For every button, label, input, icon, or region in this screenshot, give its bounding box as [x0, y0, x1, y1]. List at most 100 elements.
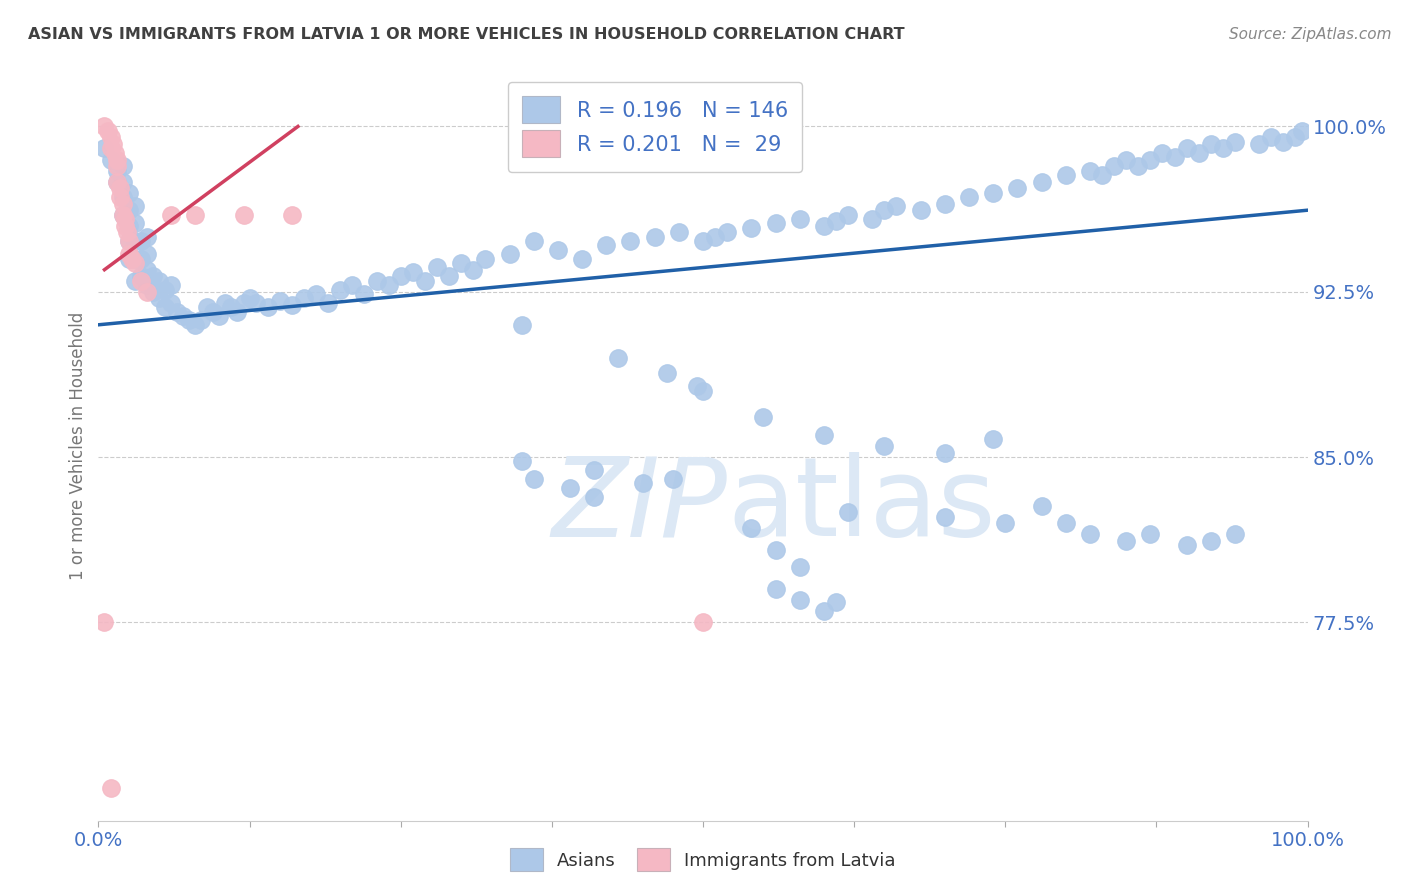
Point [1115, 153, 1137, 167]
Point [837, 208, 859, 222]
Point [789, 593, 811, 607]
Point [111, 208, 134, 222]
Point [547, 243, 569, 257]
Point [402, 265, 425, 279]
Point [142, 269, 165, 284]
Point [1272, 135, 1295, 149]
Point [860, 212, 883, 227]
Point [129, 269, 152, 284]
Legend: R = 0.196   N = 146, R = 0.201   N =  29: R = 0.196 N = 146, R = 0.201 N = 29 [508, 82, 803, 172]
Point [124, 252, 146, 266]
Point [184, 318, 207, 332]
Point [619, 234, 641, 248]
Point [129, 274, 152, 288]
Point [765, 542, 787, 557]
Point [1291, 124, 1313, 138]
Text: ZIP: ZIP [551, 452, 727, 559]
Point [1175, 538, 1198, 552]
Point [873, 439, 896, 453]
Point [232, 208, 254, 222]
Point [148, 274, 170, 288]
Point [837, 505, 859, 519]
Point [124, 199, 146, 213]
Point [111, 175, 134, 189]
Point [118, 234, 141, 248]
Point [910, 203, 932, 218]
Point [108, 190, 131, 204]
Point [160, 295, 183, 310]
Point [1102, 159, 1125, 173]
Point [111, 196, 134, 211]
Point [101, 137, 124, 152]
Point [1139, 527, 1161, 541]
Point [111, 159, 134, 173]
Point [105, 175, 128, 189]
Point [498, 247, 520, 261]
Point [129, 234, 152, 248]
Point [437, 269, 460, 284]
Point [184, 208, 207, 222]
Point [463, 262, 485, 277]
Point [1007, 181, 1029, 195]
Point [221, 300, 243, 314]
Point [1031, 499, 1053, 513]
Point [111, 190, 134, 204]
Point [366, 274, 388, 288]
Point [1128, 159, 1150, 173]
Point [661, 472, 683, 486]
Point [813, 428, 835, 442]
Point [474, 252, 496, 266]
Point [142, 285, 165, 299]
Point [1199, 137, 1222, 152]
Point [118, 234, 141, 248]
Point [172, 309, 194, 323]
Point [813, 604, 835, 618]
Point [114, 219, 136, 233]
Point [1199, 533, 1222, 548]
Point [389, 269, 412, 284]
Point [135, 247, 157, 261]
Point [523, 472, 546, 486]
Point [316, 295, 339, 310]
Point [1175, 141, 1198, 155]
Point [93, 120, 115, 134]
Point [214, 295, 236, 310]
Point [934, 445, 956, 459]
Point [118, 247, 141, 261]
Point [305, 287, 328, 301]
Point [118, 219, 141, 233]
Text: ASIAN VS IMMIGRANTS FROM LATVIA 1 OR MORE VEHICLES IN HOUSEHOLD CORRELATION CHAR: ASIAN VS IMMIGRANTS FROM LATVIA 1 OR MOR… [28, 27, 904, 42]
Point [426, 260, 449, 275]
Point [93, 615, 115, 630]
Point [135, 262, 157, 277]
Point [740, 520, 762, 534]
Point [934, 196, 956, 211]
Text: Source: ZipAtlas.com: Source: ZipAtlas.com [1229, 27, 1392, 42]
Point [118, 252, 141, 266]
Point [644, 229, 666, 244]
Point [413, 274, 436, 288]
Point [692, 615, 714, 630]
Point [583, 463, 606, 477]
Point [245, 295, 267, 310]
Point [789, 560, 811, 574]
Point [124, 234, 146, 248]
Point [1223, 527, 1246, 541]
Point [121, 252, 143, 266]
Point [558, 481, 581, 495]
Y-axis label: 1 or more Vehicles in Household: 1 or more Vehicles in Household [69, 312, 87, 580]
Point [607, 351, 630, 365]
Point [124, 274, 146, 288]
Point [595, 238, 617, 252]
Point [105, 159, 128, 173]
Point [160, 278, 183, 293]
Point [135, 278, 157, 293]
Point [226, 304, 249, 318]
Point [1260, 130, 1282, 145]
Point [886, 199, 908, 213]
Point [97, 124, 120, 138]
Point [100, 130, 122, 145]
Point [108, 181, 131, 195]
Point [1091, 168, 1114, 182]
Point [981, 433, 1004, 447]
